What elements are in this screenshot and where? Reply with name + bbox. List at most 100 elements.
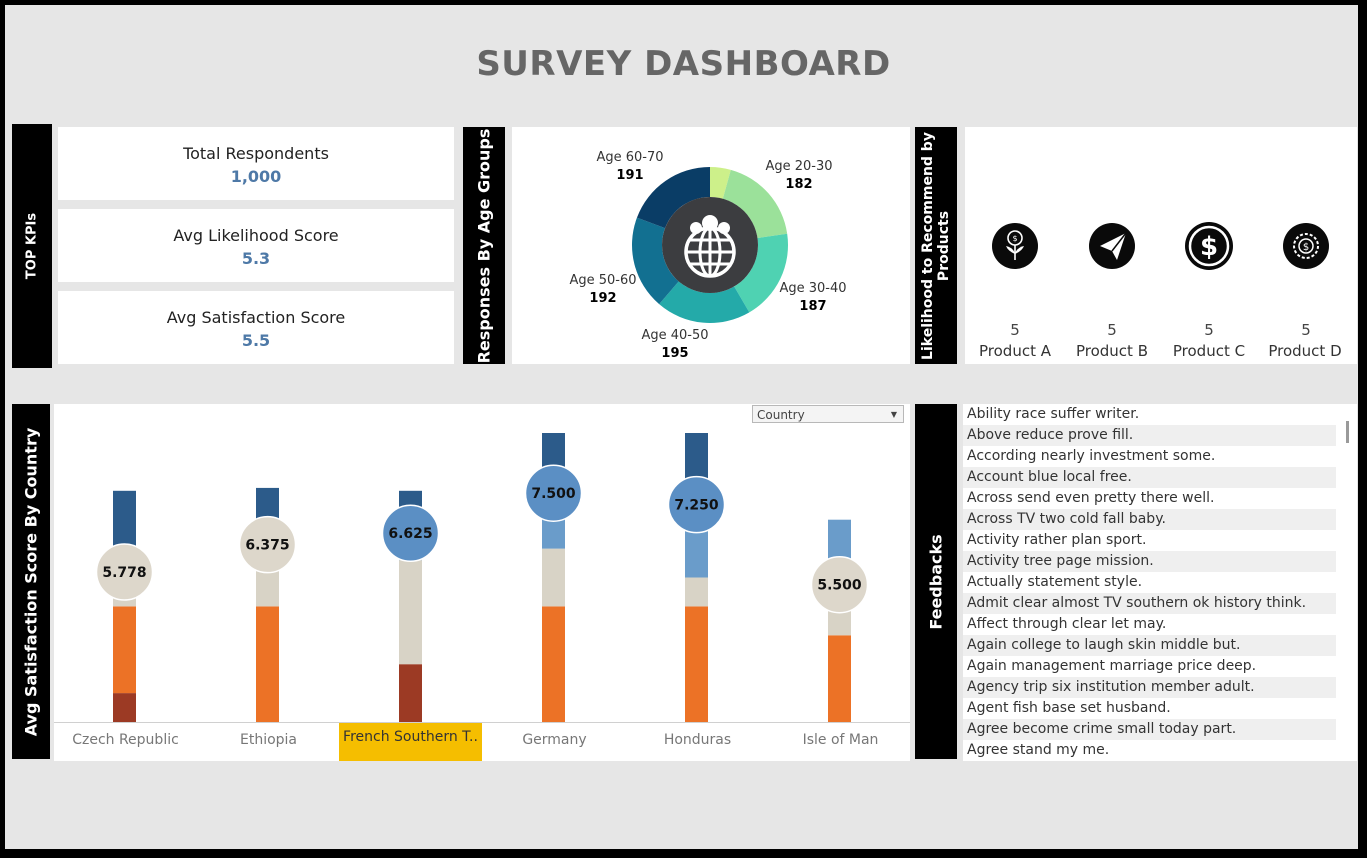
products-card: $ $ $ 5 5 5 5 Product A Product B Produc… bbox=[965, 127, 1357, 364]
bar-segment[interactable] bbox=[256, 606, 279, 722]
svg-text:$: $ bbox=[1012, 234, 1017, 243]
age-donut-card: Age 60-70 191 Age 20-30 182 Age 30-40 18… bbox=[512, 127, 910, 364]
product-a-value: 5 bbox=[1010, 321, 1020, 339]
kpi-card-likelihood: Avg Likelihood Score 5.3 bbox=[58, 209, 454, 282]
donut-slice-age-40-50[interactable] bbox=[659, 281, 750, 323]
feedback-item: Agent fish base set husband. bbox=[967, 700, 1171, 716]
country-axis-label[interactable]: Ethiopia bbox=[239, 732, 298, 748]
score-bubble[interactable] bbox=[381, 504, 440, 562]
paper-plane-icon bbox=[1089, 223, 1135, 269]
product-c-value: 5 bbox=[1204, 321, 1214, 339]
age-value-40-50: 195 bbox=[661, 346, 688, 361]
product-b-name: Product B bbox=[1075, 342, 1148, 360]
donut-slice-age-60-70[interactable] bbox=[636, 167, 710, 229]
kpi-value: 5.3 bbox=[241, 249, 271, 268]
feedback-item: Account blue local free. bbox=[963, 467, 1336, 488]
feedback-item: Affect through clear let may. bbox=[967, 616, 1167, 632]
satisfaction-section-label: Avg Satisfaction Score By Country bbox=[12, 404, 50, 759]
kpi-label: Avg Likelihood Score bbox=[173, 226, 339, 245]
country-axis-label[interactable]: Isle of Man bbox=[802, 732, 879, 748]
satisfaction-bar-chart: 5.778 6.375 6.625 7.500 7.250 5.500 bbox=[95, 433, 869, 722]
country-filter-dropdown[interactable]: Country ▼ bbox=[752, 405, 904, 423]
age-section-label: Responses By Age Groups bbox=[463, 127, 505, 364]
donut-slice-age-20-30[interactable] bbox=[722, 169, 788, 239]
score-label: 6.375 bbox=[245, 538, 289, 554]
x-axis-line bbox=[54, 722, 910, 723]
feedback-item: Again college to laugh skin middle but. bbox=[963, 635, 1336, 656]
bar-segment[interactable] bbox=[685, 606, 708, 722]
kpi-card-satisfaction: Avg Satisfaction Score 5.5 bbox=[58, 291, 454, 364]
country-axis-label[interactable]: Honduras bbox=[663, 732, 732, 748]
dashboard-title: SURVEY DASHBOARD bbox=[476, 44, 891, 84]
products-section-label: Likelihood to Recommend by Products bbox=[915, 127, 957, 364]
coin-gear-icon: $ bbox=[1283, 223, 1329, 269]
globe-people-icon bbox=[684, 215, 736, 278]
feedback-item: Admit clear almost TV southern ok histor… bbox=[963, 593, 1336, 614]
age-donut-chart: Age 60-70 191 Age 20-30 182 Age 30-40 18… bbox=[569, 150, 846, 361]
money-plant-icon: $ bbox=[992, 223, 1038, 269]
bar-segment[interactable] bbox=[542, 606, 565, 722]
age-value-30-40: 187 bbox=[799, 299, 826, 314]
feedback-item: Again management marriage price deep. bbox=[967, 658, 1257, 674]
product-c-name: Product C bbox=[1172, 342, 1246, 360]
satisfaction-section-text: Avg Satisfaction Score By Country bbox=[21, 427, 41, 736]
bar-segment[interactable] bbox=[685, 577, 708, 607]
satisfaction-card: 5.778 6.375 6.625 7.500 7.250 5.500 Czech Rep… bbox=[54, 404, 910, 761]
feedback-item: Across TV two cold fall baby. bbox=[963, 509, 1336, 530]
kpi-section-text: TOP KPIs bbox=[24, 212, 40, 280]
product-icons: $ $ $ bbox=[992, 222, 1329, 270]
age-label-20-30: Age 20-30 bbox=[765, 159, 832, 174]
chevron-down-icon: ▼ bbox=[890, 410, 897, 419]
kpi-card-respondents: Total Respondents 1,000 bbox=[58, 127, 454, 200]
donut-slices bbox=[632, 167, 788, 323]
svg-text:$: $ bbox=[1303, 242, 1309, 253]
donut-slice-extra[interactable] bbox=[710, 167, 731, 199]
kpi-value: 1,000 bbox=[230, 167, 282, 186]
bar-segment[interactable] bbox=[113, 693, 136, 722]
country-axis-label[interactable]: French Southern T.. bbox=[339, 723, 482, 761]
product-d-name: Product D bbox=[1268, 342, 1342, 360]
feedback-item: Activity rather plan sport. bbox=[967, 532, 1147, 548]
donut-slice-age-50-60[interactable] bbox=[632, 217, 679, 305]
product-a-name: Product A bbox=[979, 342, 1051, 360]
age-label-50-60: Age 50-60 bbox=[569, 273, 636, 288]
feedbacks-list[interactable]: Ability race suffer writer. Above reduce … bbox=[963, 404, 1357, 761]
donut-slice-age-30-40[interactable] bbox=[734, 233, 788, 313]
feedbacks-section-label: Feedbacks bbox=[915, 404, 957, 759]
score-bubble[interactable] bbox=[810, 555, 869, 614]
country-axis-label[interactable]: Germany bbox=[522, 732, 587, 748]
bar-segment[interactable] bbox=[113, 606, 136, 694]
score-bubble[interactable] bbox=[667, 475, 726, 534]
bar-segment[interactable] bbox=[542, 548, 565, 607]
age-value-20-30: 182 bbox=[785, 177, 812, 192]
score-label: 6.625 bbox=[388, 526, 432, 542]
bar-segment[interactable] bbox=[399, 560, 422, 665]
dollar-coin-icon: $ bbox=[1185, 222, 1233, 270]
age-label-60-70: Age 60-70 bbox=[596, 150, 663, 165]
products-section-text: Likelihood to Recommend by Products bbox=[920, 131, 952, 360]
bar-segment[interactable] bbox=[256, 565, 279, 607]
feedback-item: Activity tree page mission. bbox=[963, 551, 1336, 572]
age-section-text: Responses By Age Groups bbox=[474, 128, 494, 363]
country-axis-label[interactable]: Czech Republic bbox=[72, 732, 179, 748]
bar-segment[interactable] bbox=[399, 664, 422, 722]
product-d-value: 5 bbox=[1301, 321, 1311, 339]
score-label: 7.250 bbox=[674, 498, 719, 514]
age-value-60-70: 191 bbox=[616, 168, 643, 183]
kpi-label: Total Respondents bbox=[183, 144, 329, 163]
feedback-item: Agency trip six institution member adult… bbox=[963, 677, 1336, 698]
feedbacks-scrollbar[interactable] bbox=[1346, 421, 1349, 443]
feedbacks-section-text: Feedbacks bbox=[926, 533, 946, 630]
feedback-item: Agree become crime small today part. bbox=[963, 719, 1336, 740]
svg-text:$: $ bbox=[1200, 232, 1218, 262]
bar-segment[interactable] bbox=[828, 635, 851, 722]
feedback-item: Actually statement style. bbox=[967, 574, 1143, 590]
score-bubble[interactable] bbox=[238, 515, 297, 574]
score-label: 5.500 bbox=[817, 578, 862, 594]
bar-segment[interactable] bbox=[113, 490, 136, 549]
age-value-50-60: 192 bbox=[589, 291, 616, 306]
score-bubble[interactable] bbox=[95, 543, 154, 601]
feedback-item: Agree stand my me. bbox=[967, 742, 1110, 758]
kpi-label: Avg Satisfaction Score bbox=[166, 308, 346, 327]
score-bubble[interactable] bbox=[524, 464, 583, 522]
